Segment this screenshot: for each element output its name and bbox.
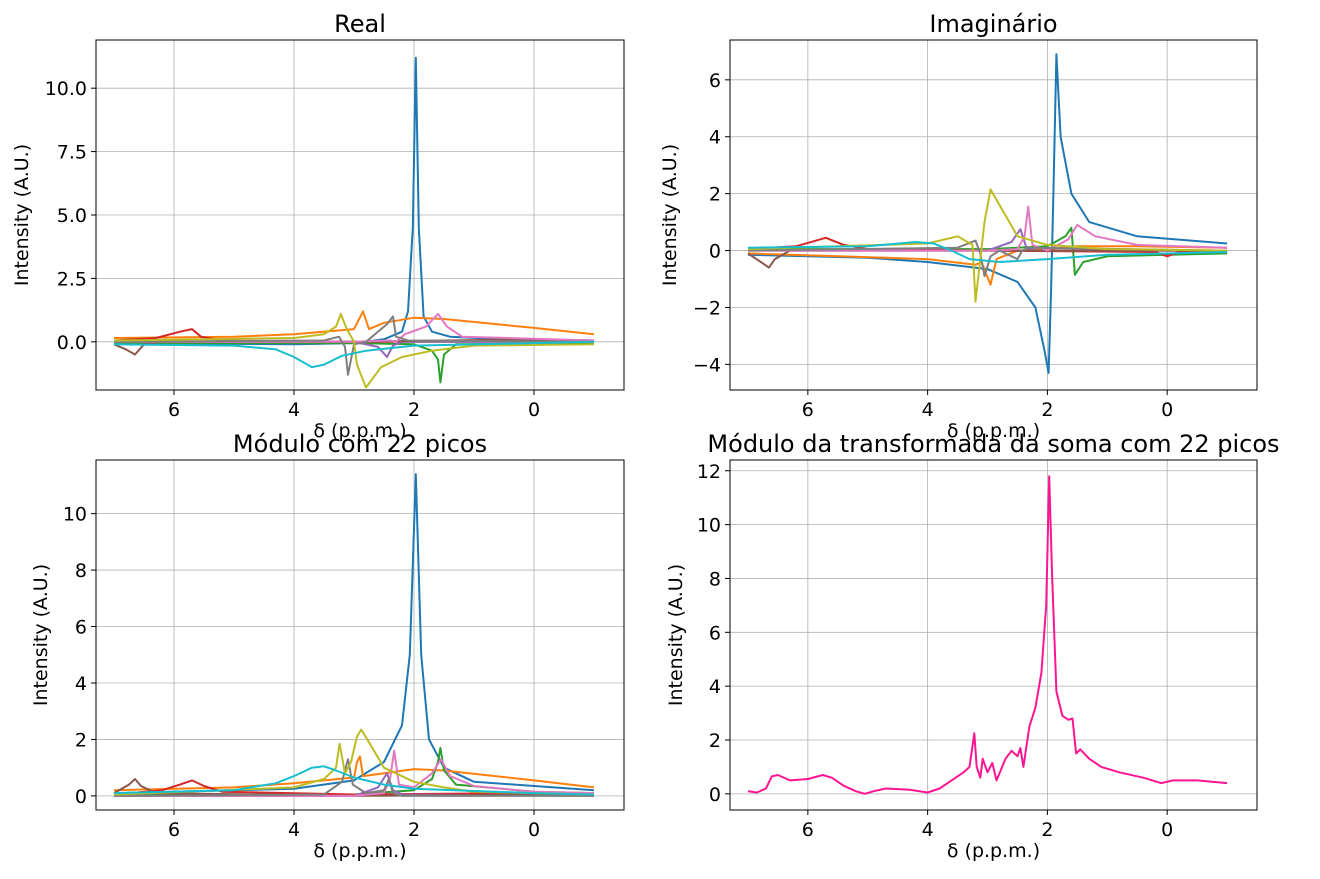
subplot-3: 6 4 2 0 0 2 4 6 8 10 Módulo com 22 picos δ (p.p.m.)… bbox=[30, 430, 625, 862]
y-tick-label: 10 bbox=[63, 504, 87, 526]
subplot-title: Módulo com 22 picos bbox=[233, 430, 487, 458]
y-tick-label: 6 bbox=[75, 617, 87, 639]
subplot-4: 6 4 2 0 0 2 4 6 8 10 12 Módulo da transformada da s… bbox=[665, 430, 1280, 862]
x-tick-label: 2 bbox=[408, 819, 420, 841]
series-line-3 bbox=[114, 746, 595, 796]
y-tick-label: 4 bbox=[75, 673, 87, 695]
series-line-8 bbox=[113, 758, 594, 797]
x-tick-label: 6 bbox=[168, 399, 180, 421]
x-tick-label: 6 bbox=[802, 819, 814, 841]
y-tick-label: 0 bbox=[75, 786, 87, 808]
series-line-1 bbox=[747, 53, 1228, 374]
y-axis-label: Intensity (A.U.) bbox=[659, 144, 681, 286]
series-line-7 bbox=[114, 312, 595, 343]
subplot-2: 6 4 2 0 −4 −2 0 2 4 6 Imaginário δ (p.p.m.) Intensit… bbox=[659, 10, 1258, 442]
subplot-title: Real bbox=[334, 10, 386, 38]
subplot-title: Módulo da transformada da soma com 22 pi… bbox=[707, 430, 1279, 458]
y-axis-label: Intensity (A.U.) bbox=[30, 564, 52, 706]
y-tick-label: 12 bbox=[697, 461, 721, 483]
y-tick-label: 2 bbox=[709, 184, 721, 206]
y-tick-label: 7.5 bbox=[57, 142, 87, 164]
series-line-7 bbox=[114, 749, 595, 797]
axes-frame bbox=[729, 39, 1258, 391]
series-line-6 bbox=[113, 338, 595, 356]
axes-frame bbox=[95, 459, 625, 811]
series-line-2 bbox=[747, 245, 1228, 286]
y-tick-label: 5.0 bbox=[57, 205, 87, 227]
x-tick-label: 4 bbox=[922, 819, 934, 841]
y-tick-label: 4 bbox=[709, 676, 721, 698]
y-tick-label: 6 bbox=[709, 70, 721, 92]
y-tick-label: 2 bbox=[75, 729, 87, 751]
x-tick-label: 0 bbox=[1161, 819, 1173, 841]
y-tick-label: 0.0 bbox=[57, 332, 87, 354]
series-line-2 bbox=[113, 755, 595, 792]
series-line-8 bbox=[113, 315, 595, 376]
subplot-title: Imaginário bbox=[929, 10, 1057, 38]
series-line-4 bbox=[113, 779, 595, 796]
series-line-1 bbox=[747, 475, 1228, 795]
x-axis-label: δ (p.p.m.) bbox=[947, 420, 1040, 442]
x-axis-label: δ (p.p.m.) bbox=[313, 420, 406, 442]
series-line-9 bbox=[113, 312, 595, 389]
series-line-9 bbox=[113, 728, 595, 796]
x-tick-label: 4 bbox=[922, 399, 934, 421]
series-line-7 bbox=[748, 205, 1228, 252]
x-tick-label: 4 bbox=[288, 399, 300, 421]
x-axis-label: δ (p.p.m.) bbox=[947, 840, 1040, 862]
x-tick-label: 6 bbox=[802, 399, 814, 421]
axes-frame bbox=[729, 459, 1258, 811]
subplot-1: 6 4 2 0 0.0 2.5 5.0 7.5 10.0 Real δ (p.p.m.) Intens… bbox=[11, 10, 625, 442]
x-tick-label: 2 bbox=[1041, 819, 1053, 841]
y-tick-label: 10.0 bbox=[45, 78, 87, 100]
y-tick-label: 2.5 bbox=[57, 268, 87, 290]
y-tick-label: 8 bbox=[75, 560, 87, 582]
y-tick-label: −4 bbox=[693, 354, 721, 376]
y-axis-label: Intensity (A.U.) bbox=[11, 144, 33, 286]
series-line-10 bbox=[747, 241, 1228, 263]
y-axis-label: Intensity (A.U.) bbox=[665, 564, 687, 706]
series-line-1 bbox=[113, 56, 595, 346]
y-tick-label: 8 bbox=[709, 568, 721, 590]
x-axis-label: δ (p.p.m.) bbox=[313, 840, 406, 862]
series-line-10 bbox=[113, 765, 595, 796]
x-tick-label: 4 bbox=[288, 819, 300, 841]
y-tick-label: 0 bbox=[709, 241, 721, 263]
y-tick-label: −2 bbox=[693, 297, 721, 319]
x-tick-label: 0 bbox=[528, 819, 540, 841]
x-tick-label: 0 bbox=[1161, 399, 1173, 421]
y-tick-label: 4 bbox=[709, 127, 721, 149]
series-line-9 bbox=[747, 188, 1228, 303]
y-tick-label: 2 bbox=[709, 730, 721, 752]
series-line-10 bbox=[113, 340, 595, 369]
x-tick-label: 2 bbox=[408, 399, 420, 421]
series-line-6 bbox=[113, 778, 595, 797]
y-tick-label: 10 bbox=[697, 515, 721, 537]
y-tick-label: 6 bbox=[709, 622, 721, 644]
x-tick-label: 2 bbox=[1041, 399, 1053, 421]
y-tick-label: 0 bbox=[709, 784, 721, 806]
x-tick-label: 6 bbox=[168, 819, 180, 841]
x-tick-label: 0 bbox=[528, 399, 540, 421]
series-line-2 bbox=[113, 310, 595, 339]
series-line-3 bbox=[748, 226, 1228, 276]
